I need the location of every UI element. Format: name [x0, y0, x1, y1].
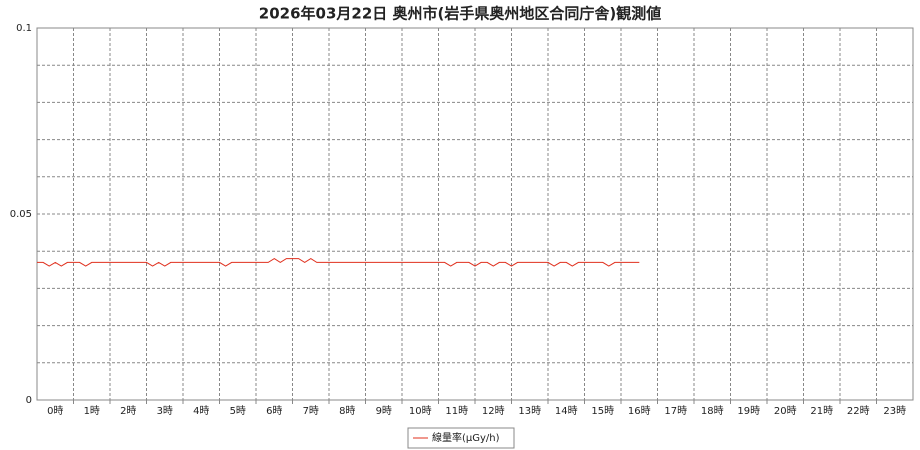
x-tick-label: 21時: [810, 405, 833, 417]
legend: [407, 427, 515, 449]
x-tick-label: 5時: [230, 405, 246, 417]
x-tick-label: 9時: [376, 405, 392, 417]
x-tick-label: 0時: [47, 405, 63, 417]
x-tick-label: 6時: [266, 405, 282, 417]
x-tick-label: 15時: [591, 405, 614, 417]
x-tick-label: 11時: [445, 405, 468, 417]
x-tick-label: 20時: [774, 405, 797, 417]
x-tick-label: 12時: [482, 405, 505, 417]
x-tick-label: 3時: [157, 405, 173, 417]
y-tick-label: 0.1: [16, 23, 32, 34]
x-tick-label: 1時: [84, 405, 100, 417]
x-tick-label: 8時: [339, 405, 355, 417]
y-tick-label: 0.05: [10, 209, 32, 220]
x-tick-label: 22時: [847, 405, 870, 417]
x-tick-label: 4時: [193, 405, 209, 417]
legend-label: 線量率(μGy/h): [432, 431, 500, 444]
x-tick-label: 10時: [409, 405, 432, 417]
x-tick-label: 2時: [120, 405, 136, 417]
x-tick-label: 23時: [883, 405, 906, 417]
y-tick-label: 0: [26, 395, 32, 406]
x-tick-label: 14時: [555, 405, 578, 417]
x-tick-label: 19時: [737, 405, 760, 417]
data-line: [37, 258, 640, 267]
x-tick-label: 18時: [701, 405, 724, 417]
x-tick-label: 13時: [518, 405, 541, 417]
chart-title: 2026年03月22日 奥州市(岩手県奥州地区合同庁舎)観測値: [259, 5, 661, 23]
x-tick-label: 7時: [303, 405, 319, 417]
x-tick-label: 16時: [628, 405, 651, 417]
x-tick-label: 17時: [664, 405, 687, 417]
